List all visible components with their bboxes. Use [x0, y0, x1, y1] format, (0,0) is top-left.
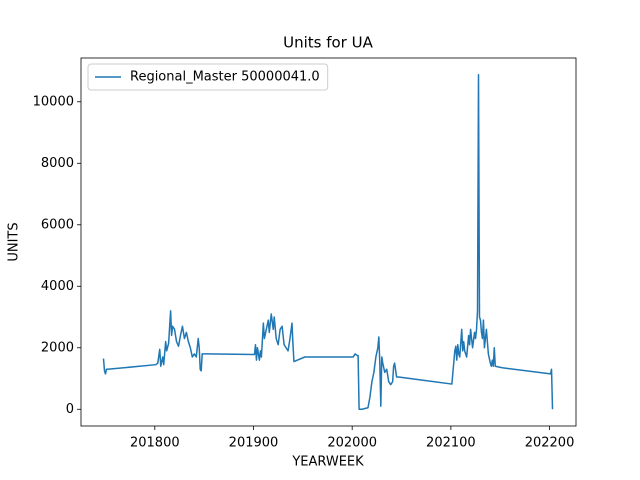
y-tick-label: 4000 [41, 279, 74, 294]
legend-label: Regional_Master 50000041.0 [130, 70, 320, 85]
x-tick-label: 202200 [525, 436, 575, 451]
y-tick-label: 8000 [41, 156, 74, 171]
x-axis-label: YEARWEEK [291, 455, 364, 470]
x-tick-label: 202100 [426, 436, 476, 451]
y-tick-label: 10000 [33, 94, 74, 109]
y-axis-label: UNITS [7, 222, 22, 261]
legend-box [87, 63, 329, 91]
y-tick-label: 6000 [41, 217, 74, 232]
axes-frame [80, 57, 577, 427]
x-tick-label: 201900 [229, 436, 279, 451]
x-tick-label: 202000 [327, 436, 377, 451]
y-tick-label: 2000 [41, 340, 74, 355]
y-tick-label: 0 [66, 402, 74, 417]
chart-title: Units for UA [283, 34, 373, 52]
data-line [102, 73, 554, 411]
x-tick-label: 201800 [130, 436, 180, 451]
